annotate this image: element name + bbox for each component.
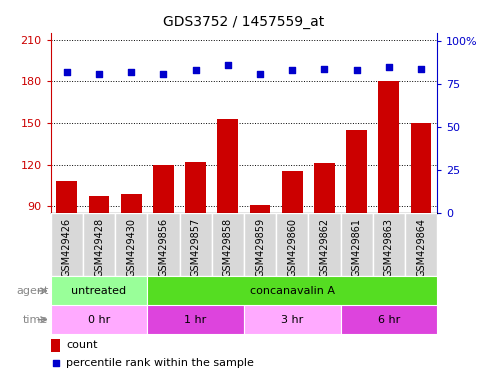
Text: percentile rank within the sample: percentile rank within the sample (66, 358, 254, 368)
Bar (244, 305, 341, 334)
Point (52, 360, 59, 366)
Point (63, 69, 71, 75)
Bar (51, 339, 60, 352)
Text: GSM429856: GSM429856 (158, 218, 169, 277)
Bar (346, 130, 367, 331)
Text: GSM429863: GSM429863 (384, 218, 394, 277)
Bar (217, 119, 238, 331)
Bar (153, 164, 174, 331)
Bar (378, 81, 399, 331)
Bar (314, 163, 335, 331)
Point (321, 66, 328, 72)
Text: time: time (23, 314, 48, 325)
Text: GSM429430: GSM429430 (126, 218, 136, 277)
Text: GSM429862: GSM429862 (319, 218, 329, 277)
Text: GSM429861: GSM429861 (352, 218, 362, 277)
Bar (51, 213, 83, 276)
Bar (411, 123, 431, 331)
Text: GSM429864: GSM429864 (416, 218, 426, 277)
Point (224, 62, 232, 68)
Text: agent: agent (16, 286, 48, 296)
Bar (57, 181, 77, 331)
Text: 6 hr: 6 hr (378, 314, 400, 325)
Text: 0 hr: 0 hr (88, 314, 110, 325)
Text: concanavalin A: concanavalin A (250, 286, 335, 296)
Point (95, 71, 103, 77)
Bar (244, 213, 276, 276)
Point (417, 66, 425, 72)
Bar (405, 213, 437, 276)
Bar (308, 213, 341, 276)
Title: GDS3752 / 1457559_at: GDS3752 / 1457559_at (163, 15, 325, 29)
Point (385, 64, 393, 70)
Text: GSM429426: GSM429426 (62, 218, 72, 277)
Text: count: count (66, 340, 98, 350)
Point (159, 71, 167, 77)
Text: GSM429428: GSM429428 (94, 218, 104, 277)
Bar (185, 162, 206, 331)
Bar (341, 213, 373, 276)
Bar (115, 213, 147, 276)
Bar (180, 213, 212, 276)
Bar (282, 172, 303, 331)
Text: GSM429857: GSM429857 (191, 218, 200, 277)
Bar (373, 213, 405, 276)
Point (353, 67, 360, 73)
Text: 1 hr: 1 hr (185, 314, 207, 325)
Bar (341, 305, 437, 334)
Text: 3 hr: 3 hr (281, 314, 303, 325)
Text: GSM429858: GSM429858 (223, 218, 233, 277)
Bar (147, 305, 244, 334)
Point (192, 67, 199, 73)
Bar (51, 305, 147, 334)
Point (128, 69, 135, 75)
Bar (147, 213, 180, 276)
Bar (83, 213, 115, 276)
Point (256, 71, 264, 77)
Point (288, 67, 296, 73)
Text: GSM429859: GSM429859 (255, 218, 265, 277)
Bar (51, 276, 147, 305)
Bar (88, 197, 110, 331)
Bar (147, 276, 437, 305)
Text: untreated: untreated (71, 286, 127, 296)
Bar (212, 213, 244, 276)
Text: GSM429860: GSM429860 (287, 218, 297, 277)
Bar (121, 194, 142, 331)
Bar (276, 213, 308, 276)
Bar (250, 205, 270, 331)
